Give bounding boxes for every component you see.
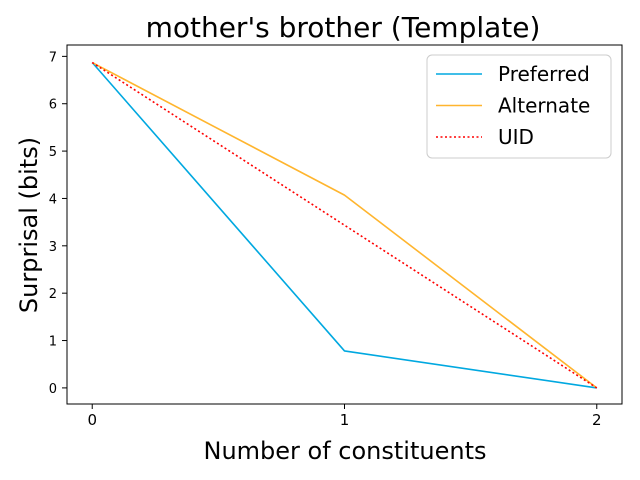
series-line-uid [91,61,598,389]
y-tick-label: 2 [49,287,57,302]
y-tick-label: 3 [49,240,57,255]
legend-label-alternate: Alternate [498,94,590,118]
series-layer [91,61,598,389]
y-tick-label: 6 [49,98,57,113]
series-line-alternate [91,61,598,389]
legend-label-preferred: Preferred [498,62,590,86]
legend-label-uid: UID [498,125,534,149]
y-axis-ticks: 0 1 2 3 4 5 6 7 [49,50,67,397]
legend-box [426,54,612,159]
y-tick-label: 1 [49,335,57,350]
series-line-preferred [91,61,597,389]
y-tick-label: 7 [49,50,57,65]
y-tick-label: 5 [49,145,57,160]
y-tick-label: 0 [49,382,57,397]
chart-title: mother's brother (Template) [146,11,541,44]
y-axis-label: Surprisal (bits) [15,137,43,313]
x-axis-ticks: 0 1 2 [87,404,602,429]
x-tick-label: 2 [592,411,602,429]
x-tick-label: 1 [340,411,350,429]
x-tick-label: 0 [87,411,97,429]
legend: Preferred Alternate UID [426,54,612,159]
x-axis-label: Number of constituents [204,437,487,465]
y-tick-label: 4 [49,192,57,207]
